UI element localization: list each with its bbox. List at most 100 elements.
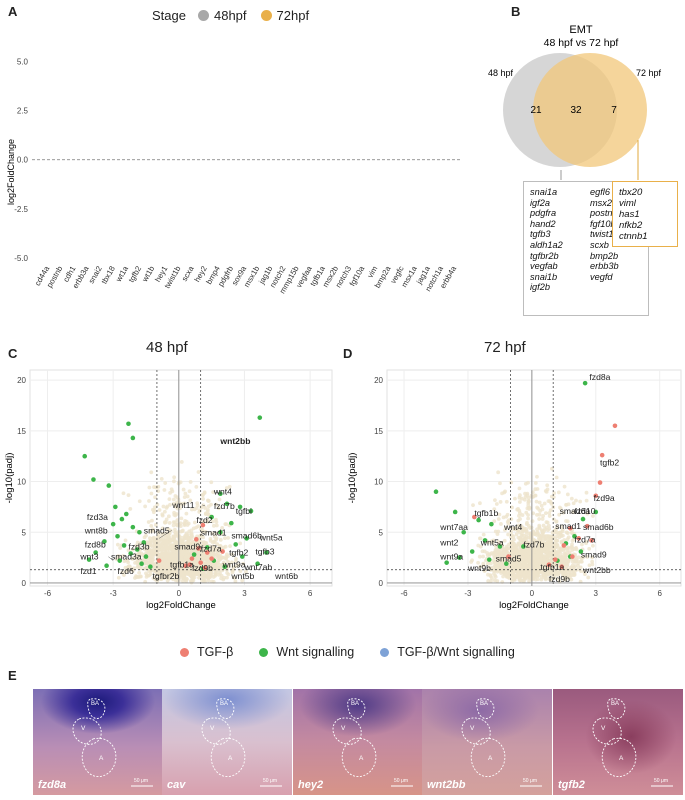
scale-bar-label: 50 μm: [654, 778, 668, 784]
shared-gene-msx2a: msx2a: [590, 197, 618, 208]
highlight-point-wnt: [128, 551, 133, 556]
ba-label: BA: [351, 701, 360, 707]
venn-left-count: 21: [530, 105, 542, 116]
gene-label-wnt4: wnt4: [503, 522, 522, 532]
legend-label-72hpf: 72hpf: [276, 7, 310, 23]
micrograph-cav: BA V A 50 μm cav: [162, 689, 292, 795]
stage-legend: Stage 48hpf 72hpf: [152, 6, 309, 24]
gene-label-smad1: smad1: [201, 527, 227, 537]
legend-dot-48hpf: [197, 9, 209, 21]
highlight-point-tgfb: [196, 546, 201, 551]
xtick: 3: [242, 589, 247, 598]
highlight-point-wnt: [244, 536, 249, 541]
gene-label-tgfb1a: tgfb1a: [540, 562, 564, 572]
shared-gene-tgfb3: tgfb3: [530, 229, 551, 240]
highlight-point-tgfb: [559, 564, 564, 570]
shared-gene-egfl6: egfl6: [590, 187, 610, 197]
highlight-point-tgfb: [204, 550, 210, 555]
xtick-wt1b: wt1b: [140, 264, 157, 284]
panel-c-volcano: -6 -3 0 3 6 0 5 10 15 20 wnt2bb wnt4 wnt11 fzd7btgfbi…: [4, 369, 333, 611]
highlight-point-wnt: [457, 555, 462, 560]
ytick: 20: [17, 376, 26, 385]
gene-label-fzd7b: fzd7b: [214, 501, 235, 511]
svgC-ylabel: -log10(padj): [4, 453, 15, 504]
panel-a-foldchange-chart: log2FoldChange 5.02.50.0-2.5-5.0 cd44apo…: [6, 26, 462, 295]
highlight-point-tgfb: [156, 558, 162, 563]
gene-label-smad9: smad9: [174, 541, 200, 551]
unique72-gene-ctnnb1: ctnnb1: [619, 231, 648, 242]
unique-72hpf-genes-box: tbx20 viml has1 nfkb2 ctnnb1: [612, 181, 678, 247]
shared-gene-igf2b: igf2b: [530, 282, 550, 293]
svgD-ylabel: -log10(padj): [347, 453, 358, 504]
panel-a-ytick: 2.5: [17, 107, 29, 116]
micrograph-label: tgfb2: [558, 779, 585, 791]
highlight-point-tgfb: [194, 537, 199, 542]
panel-a-ytick: -2.5: [14, 205, 28, 214]
highlight-point-wnt: [582, 380, 588, 386]
highlight-point-wnt: [141, 540, 147, 545]
highlight-point-wnt: [139, 561, 144, 566]
svgD-xlabel: log2FoldChange: [499, 600, 569, 611]
highlight-point-tgfb: [599, 452, 605, 458]
gene-label-fzd3a: fzd3a: [87, 512, 108, 522]
gene-label-wnt9b: wnt9b: [467, 563, 491, 573]
legend-label-both: TGF-β/Wnt signalling: [397, 645, 515, 659]
gene-label-tgfb2: tgfb2: [229, 548, 248, 558]
shared-gene-fgf10b: fgf10b: [590, 218, 616, 229]
highlight-point-wnt: [117, 558, 123, 563]
heart-outline: [592, 698, 673, 787]
shared-gene-postna: postna: [590, 208, 618, 219]
shared-genes-box: snai1a igf2a pdgfra hand2 tgfb3 aldh1a2 tgfbr2…: [523, 181, 649, 316]
micrograph-label: fzd8a: [38, 779, 67, 791]
venn-subtitle: 48 hpf vs 72 hpf: [544, 37, 619, 49]
gene-label-fzd10: fzd10: [574, 506, 595, 516]
ytick: 10: [374, 478, 383, 487]
gene-label-wnt9a: wnt9a: [222, 560, 246, 570]
v-label: V: [601, 725, 606, 732]
gene-label-wnt7aa: wnt7aa: [439, 522, 468, 532]
unique72-gene-has1: has1: [619, 209, 640, 220]
unique72-gene-nfkb2: nfkb2: [619, 220, 643, 231]
highlight-point-wnt: [209, 514, 214, 520]
panel-letter-a: A: [8, 4, 18, 19]
venn-left-label: 48 hpf: [488, 68, 514, 78]
gene-label-wnt8b: wnt8b: [84, 525, 108, 535]
v-label: V: [470, 725, 475, 732]
gene-label-wnt5a: wnt5a: [259, 532, 283, 542]
gene-label-smad6b: smad6b: [231, 530, 262, 540]
highlight-point-wnt: [130, 435, 136, 441]
shared-gene-aldh1a2: aldh1a2: [530, 239, 563, 250]
highlight-point-wnt: [130, 524, 136, 530]
highlight-point-wnt: [82, 453, 88, 459]
venn-right-count: 7: [611, 105, 617, 116]
highlight-point-tgfb: [584, 523, 590, 529]
gene-label-wnt11: wnt11: [171, 500, 195, 510]
xtick: -3: [110, 589, 118, 598]
gene-label-fzd8a: fzd8a: [589, 372, 610, 382]
ba-label: BA: [220, 701, 229, 707]
highlight-point-wnt: [218, 491, 223, 497]
gene-label-fzd9b: fzd9b: [192, 563, 213, 573]
v-label: V: [341, 725, 346, 732]
gene-label-tgfb1b: tgfb1b: [474, 508, 498, 518]
highlight-point-wnt: [229, 520, 234, 526]
shared-genes-col1: snai1a igf2a pdgfra hand2 tgfb3 aldh1a2 tgfbr2…: [530, 187, 563, 293]
highlight-point-tgfb: [198, 560, 203, 565]
highlight-point-wnt: [137, 529, 142, 535]
micrograph-label: wnt2bb: [427, 779, 466, 791]
background-genes: [469, 466, 595, 584]
highlight-point-wnt: [113, 504, 118, 510]
gene-label-fzd7b: fzd7b: [523, 539, 544, 549]
highlight-point-wnt: [204, 545, 210, 550]
v-label: V: [210, 725, 215, 732]
shared-gene-erbb3b: erbb3b: [590, 261, 619, 272]
a-label: A: [99, 755, 104, 762]
heart-outline: [72, 698, 153, 787]
highlight-point-tgfb: [570, 554, 575, 559]
highlight-point-wnt: [104, 563, 109, 569]
highlight-point-wnt: [222, 564, 228, 570]
gene-label-smad1: smad1: [555, 521, 581, 531]
highlight-point-wnt: [486, 557, 492, 562]
a-label: A: [228, 755, 233, 762]
